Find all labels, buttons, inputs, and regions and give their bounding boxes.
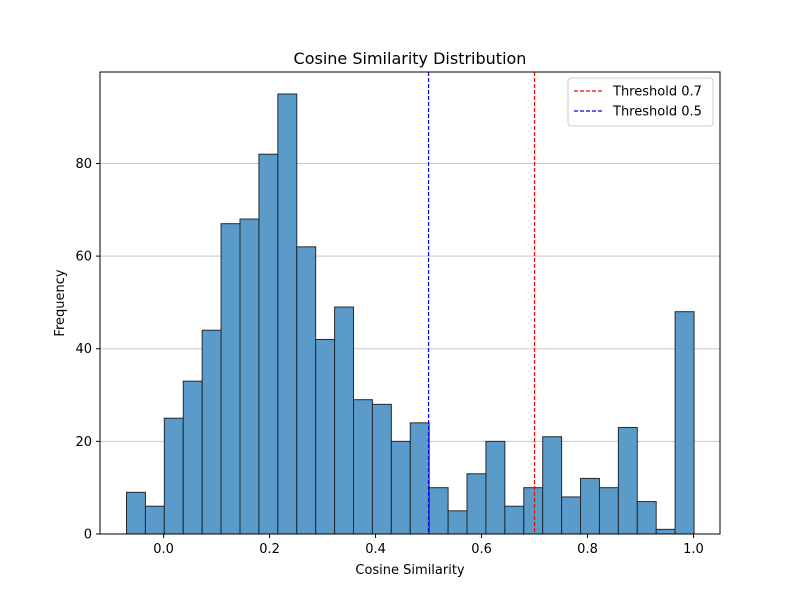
y-tick-label: 80 [75,157,92,172]
histogram-bar [655,528,676,535]
histogram-bar [542,436,563,535]
threshold-layer [427,72,536,534]
histogram-bar [409,422,430,535]
histogram-bar [277,93,298,535]
y-tick-label: 20 [75,435,92,450]
x-tick-label: 0.4 [365,542,386,557]
x-tick-label: 0.6 [471,542,492,557]
legend-label-threshold-0.7: Threshold 0.7 [612,85,702,100]
histogram-bar [144,505,165,535]
histogram-bar [125,491,146,535]
chart-title: Cosine Similarity Distribution [294,49,527,68]
histogram-bar [258,153,279,535]
histogram-bar [598,487,619,535]
histogram-bar [504,505,525,535]
histogram-bar [334,306,355,535]
histogram-bar [315,338,336,535]
histogram-bar [466,473,487,535]
y-axis-title: Frequency [53,269,68,336]
histogram-bar [523,487,544,535]
histogram-bar [182,380,203,535]
x-axis-title: Cosine Similarity [355,563,465,578]
y-tick-label: 60 [75,250,92,265]
histogram-bar [371,403,392,535]
histogram-bar [674,311,695,535]
bars-layer [125,93,695,535]
legend-label-threshold-0.5: Threshold 0.5 [612,105,702,120]
histogram-bar [447,510,468,535]
legend: Threshold 0.7 Threshold 0.5 [567,77,714,127]
histogram-bar [428,487,449,535]
x-tick-label: 0.2 [259,542,280,557]
histogram-bar [390,440,411,535]
histogram-bar [617,426,638,535]
x-axis-ticks: 0.0 0.2 0.4 0.6 0.8 1.0 [153,534,704,557]
legend-box [567,77,714,127]
histogram-bar [636,501,657,535]
histogram-bar [239,218,260,535]
histogram-bar [353,399,373,535]
y-axis-ticks: 0 20 40 60 80 [75,157,100,543]
histogram-bar [485,440,506,535]
histogram-bar [580,477,600,535]
plot-frame [99,71,721,535]
y-tick-label: 40 [75,342,92,357]
histogram-bar [220,223,241,535]
histogram-bar [201,329,222,535]
histogram-bar [561,496,582,535]
x-tick-label: 1.0 [683,542,704,557]
y-tick-label: 0 [84,528,92,543]
x-tick-label: 0.0 [153,542,174,557]
x-tick-label: 0.8 [577,542,598,557]
histogram-bar [296,246,317,535]
histogram-bar [163,417,184,535]
